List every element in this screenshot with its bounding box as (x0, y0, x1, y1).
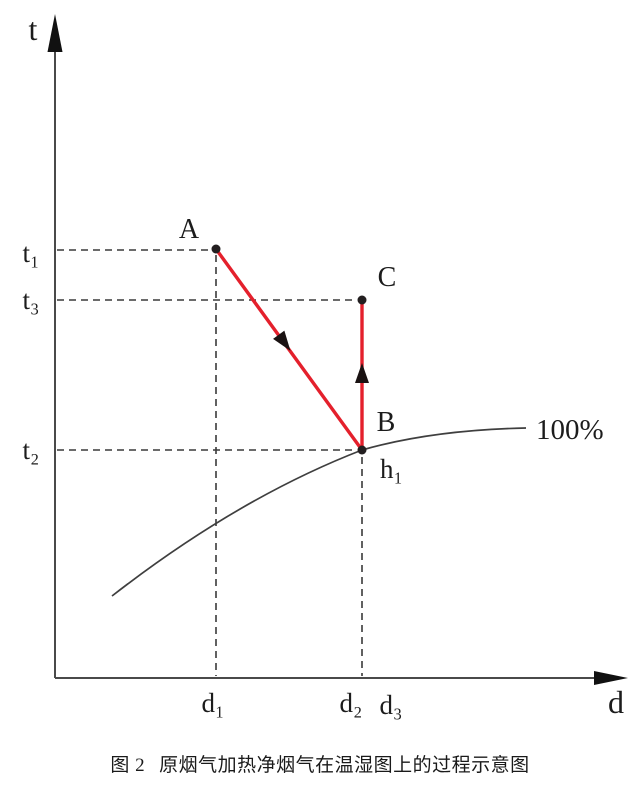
point-b-label: B (377, 407, 396, 438)
x-axis-label: d (608, 684, 624, 720)
figure-caption: 图 2 原烟气加热净烟气在温湿图上的过程示意图 (0, 750, 640, 777)
saturation-curve (111, 427, 527, 597)
arrowhead-b-c-icon (355, 363, 369, 383)
tick-label-t1: t₁ (23, 238, 40, 268)
figure-number: 图 2 (110, 755, 146, 776)
tick-label-d3: d₃ (380, 690, 403, 720)
x-axis-arrow-icon (594, 671, 628, 685)
psychrometric-diagram: t d t₁ t₃ t₂ d₁ d₂ d₃ A C B h₁ 100% (23, 11, 628, 720)
tick-label-t3: t₃ (23, 285, 40, 315)
y-axis-arrow-icon (47, 14, 63, 52)
arrowhead-a-b-icon (273, 330, 291, 351)
point-a-label: A (179, 214, 200, 245)
figure-title: 原烟气加热净烟气在温湿图上的过程示意图 (159, 755, 530, 776)
tick-label-d1: d₁ (202, 688, 225, 718)
enthalpy-label: h₁ (380, 454, 403, 484)
saturation-label: 100% (536, 414, 604, 446)
y-axis-label: t (29, 11, 38, 47)
point-c-dot (357, 295, 367, 305)
point-b-dot (357, 445, 367, 455)
point-c-label: C (378, 262, 397, 293)
point-a-dot (211, 244, 221, 254)
tick-label-t2: t₂ (23, 435, 40, 465)
tick-label-d2: d₂ (340, 688, 363, 718)
